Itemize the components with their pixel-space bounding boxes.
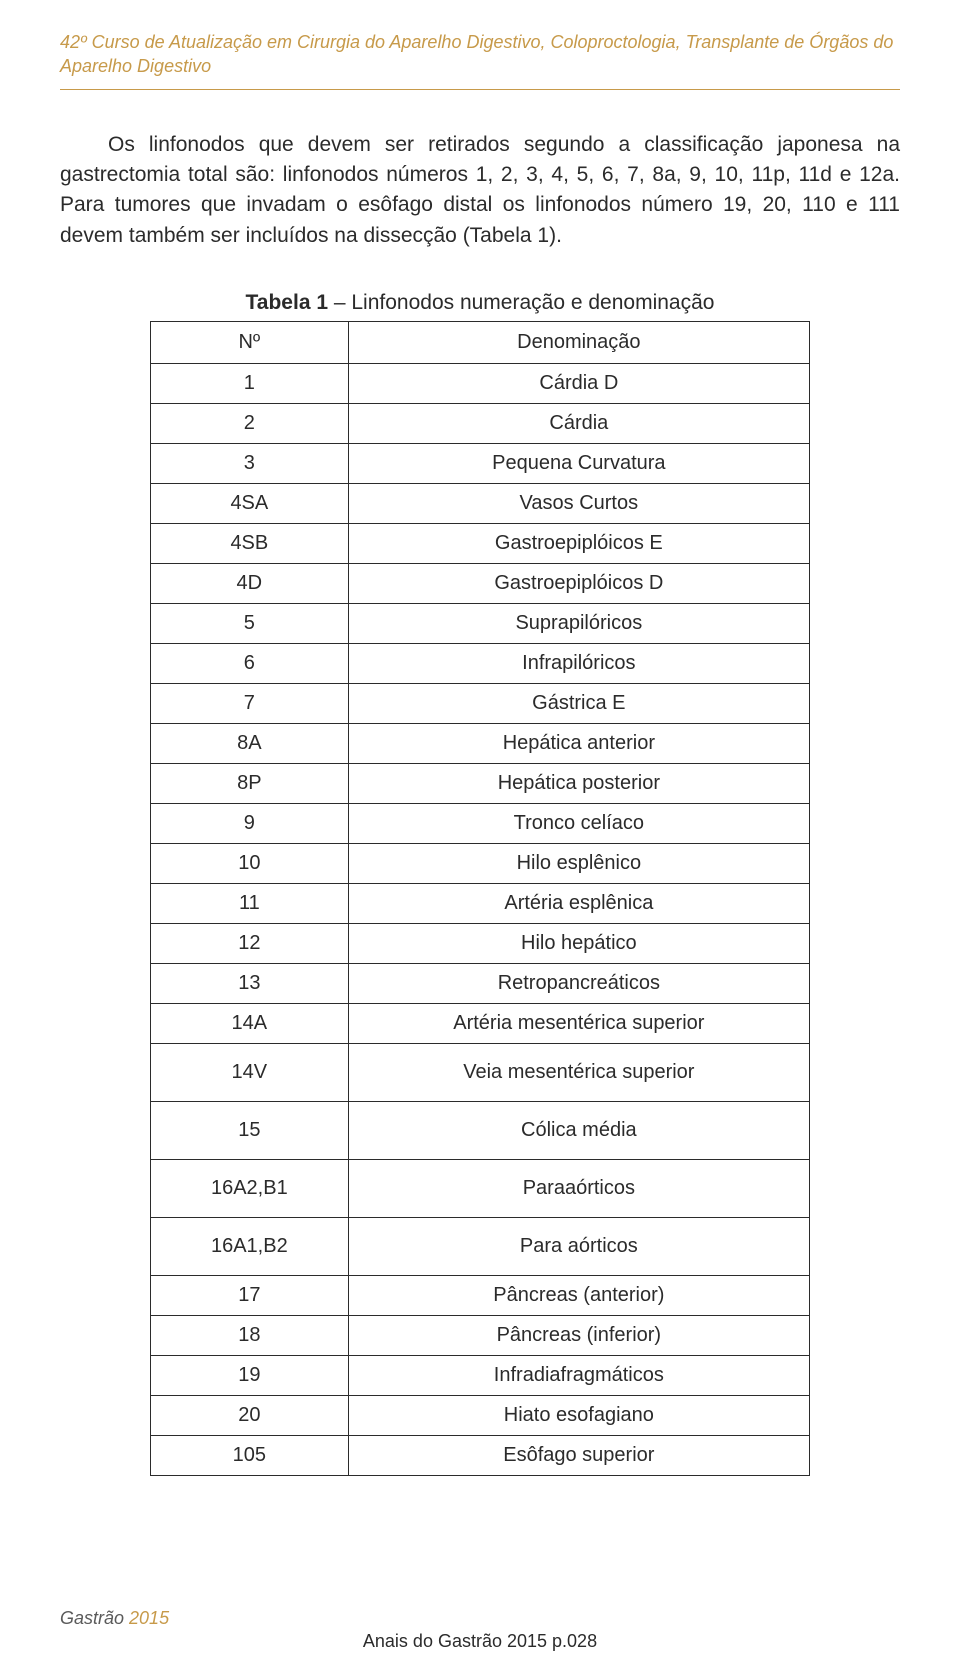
cell-name: Cárdia — [348, 404, 809, 444]
cell-name: Vasos Curtos — [348, 484, 809, 524]
cell-number: 5 — [151, 604, 349, 644]
table-row: 4SAVasos Curtos — [151, 484, 810, 524]
table-row: 17Pâncreas (anterior) — [151, 1276, 810, 1316]
cell-number: 9 — [151, 804, 349, 844]
cell-number: 4D — [151, 564, 349, 604]
cell-number: 7 — [151, 684, 349, 724]
table-row: 20Hiato esofagiano — [151, 1396, 810, 1436]
running-header: 42º Curso de Atualização em Cirurgia do … — [60, 30, 900, 90]
lymph-node-table: Nº Denominação 1Cárdia D2Cárdia3Pequena … — [150, 321, 810, 1476]
cell-number: 19 — [151, 1356, 349, 1396]
table-row: 4DGastroepiplóicos D — [151, 564, 810, 604]
col-header-name: Denominação — [348, 322, 809, 364]
table-row: 19Infradiafragmáticos — [151, 1356, 810, 1396]
cell-name: Pâncreas (anterior) — [348, 1276, 809, 1316]
cell-number: 13 — [151, 964, 349, 1004]
cell-number: 11 — [151, 884, 349, 924]
cell-name: Infrapilóricos — [348, 644, 809, 684]
cell-name: Tronco celíaco — [348, 804, 809, 844]
cell-number: 105 — [151, 1436, 349, 1476]
table-row: 11Artéria esplênica — [151, 884, 810, 924]
cell-name: Cólica média — [348, 1102, 809, 1160]
cell-number: 1 — [151, 364, 349, 404]
cell-number: 2 — [151, 404, 349, 444]
table-row: 16A2,B1Paraaórticos — [151, 1160, 810, 1218]
cell-number: 12 — [151, 924, 349, 964]
cell-name: Pâncreas (inferior) — [348, 1316, 809, 1356]
table-row: 7Gástrica E — [151, 684, 810, 724]
table-caption: Tabela 1 – Linfonodos numeração e denomi… — [150, 291, 810, 315]
cell-number: 20 — [151, 1396, 349, 1436]
cell-number: 14V — [151, 1044, 349, 1102]
cell-name: Pequena Curvatura — [348, 444, 809, 484]
cell-name: Artéria esplênica — [348, 884, 809, 924]
table-row: 18Pâncreas (inferior) — [151, 1316, 810, 1356]
table-row: 6Infrapilóricos — [151, 644, 810, 684]
page: 42º Curso de Atualização em Cirurgia do … — [0, 0, 960, 1678]
cell-number: 3 — [151, 444, 349, 484]
cell-name: Esôfago superior — [348, 1436, 809, 1476]
paragraph-text: Os linfonodos que devem ser retirados se… — [60, 133, 900, 247]
cell-number: 4SB — [151, 524, 349, 564]
cell-name: Hilo hepático — [348, 924, 809, 964]
cell-name: Para aórticos — [348, 1218, 809, 1276]
table-row: 2Cárdia — [151, 404, 810, 444]
cell-number: 10 — [151, 844, 349, 884]
table-row: 105Esôfago superior — [151, 1436, 810, 1476]
cell-name: Veia mesentérica superior — [348, 1044, 809, 1102]
table-row: 16A1,B2Para aórticos — [151, 1218, 810, 1276]
footer-label: Gastrão — [60, 1608, 129, 1628]
table-wrap: Tabela 1 – Linfonodos numeração e denomi… — [150, 291, 810, 1476]
table-row: 8PHepática posterior — [151, 764, 810, 804]
table-row: 3Pequena Curvatura — [151, 444, 810, 484]
cell-number: 4SA — [151, 484, 349, 524]
cell-number: 16A2,B1 — [151, 1160, 349, 1218]
cell-name: Retropancreáticos — [348, 964, 809, 1004]
table-header-row: Nº Denominação — [151, 322, 810, 364]
table-row: 8AHepática anterior — [151, 724, 810, 764]
col-header-number: Nº — [151, 322, 349, 364]
table-row: 10Hilo esplênico — [151, 844, 810, 884]
footer-center: Anais do Gastrão 2015 p.028 — [60, 1631, 900, 1652]
table-row: 1Cárdia D — [151, 364, 810, 404]
table-row: 14VVeia mesentérica superior — [151, 1044, 810, 1102]
cell-name: Gastroepiplóicos E — [348, 524, 809, 564]
table-row: 4SBGastroepiplóicos E — [151, 524, 810, 564]
cell-name: Paraaórticos — [348, 1160, 809, 1218]
page-footer: Gastrão 2015 Anais do Gastrão 2015 p.028 — [60, 1608, 900, 1652]
cell-name: Hepática anterior — [348, 724, 809, 764]
footer-left: Gastrão 2015 — [60, 1608, 900, 1629]
cell-name: Gástrica E — [348, 684, 809, 724]
cell-number: 6 — [151, 644, 349, 684]
cell-number: 16A1,B2 — [151, 1218, 349, 1276]
table-row: 14AArtéria mesentérica superior — [151, 1004, 810, 1044]
table-row: 12Hilo hepático — [151, 924, 810, 964]
body-paragraph: Os linfonodos que devem ser retirados se… — [60, 130, 900, 252]
cell-name: Hilo esplênico — [348, 844, 809, 884]
table-caption-bold: Tabela 1 — [246, 291, 328, 314]
cell-name: Artéria mesentérica superior — [348, 1004, 809, 1044]
cell-name: Hiato esofagiano — [348, 1396, 809, 1436]
cell-number: 14A — [151, 1004, 349, 1044]
cell-name: Gastroepiplóicos D — [348, 564, 809, 604]
cell-number: 18 — [151, 1316, 349, 1356]
cell-number: 8P — [151, 764, 349, 804]
table-row: 13Retropancreáticos — [151, 964, 810, 1004]
cell-number: 15 — [151, 1102, 349, 1160]
table-caption-rest: – Linfonodos numeração e denominação — [328, 291, 714, 314]
cell-name: Suprapilóricos — [348, 604, 809, 644]
table-row: 15Cólica média — [151, 1102, 810, 1160]
cell-number: 8A — [151, 724, 349, 764]
cell-name: Hepática posterior — [348, 764, 809, 804]
table-row: 5Suprapilóricos — [151, 604, 810, 644]
cell-number: 17 — [151, 1276, 349, 1316]
table-row: 9Tronco celíaco — [151, 804, 810, 844]
cell-name: Cárdia D — [348, 364, 809, 404]
cell-name: Infradiafragmáticos — [348, 1356, 809, 1396]
footer-year: 2015 — [129, 1608, 169, 1628]
